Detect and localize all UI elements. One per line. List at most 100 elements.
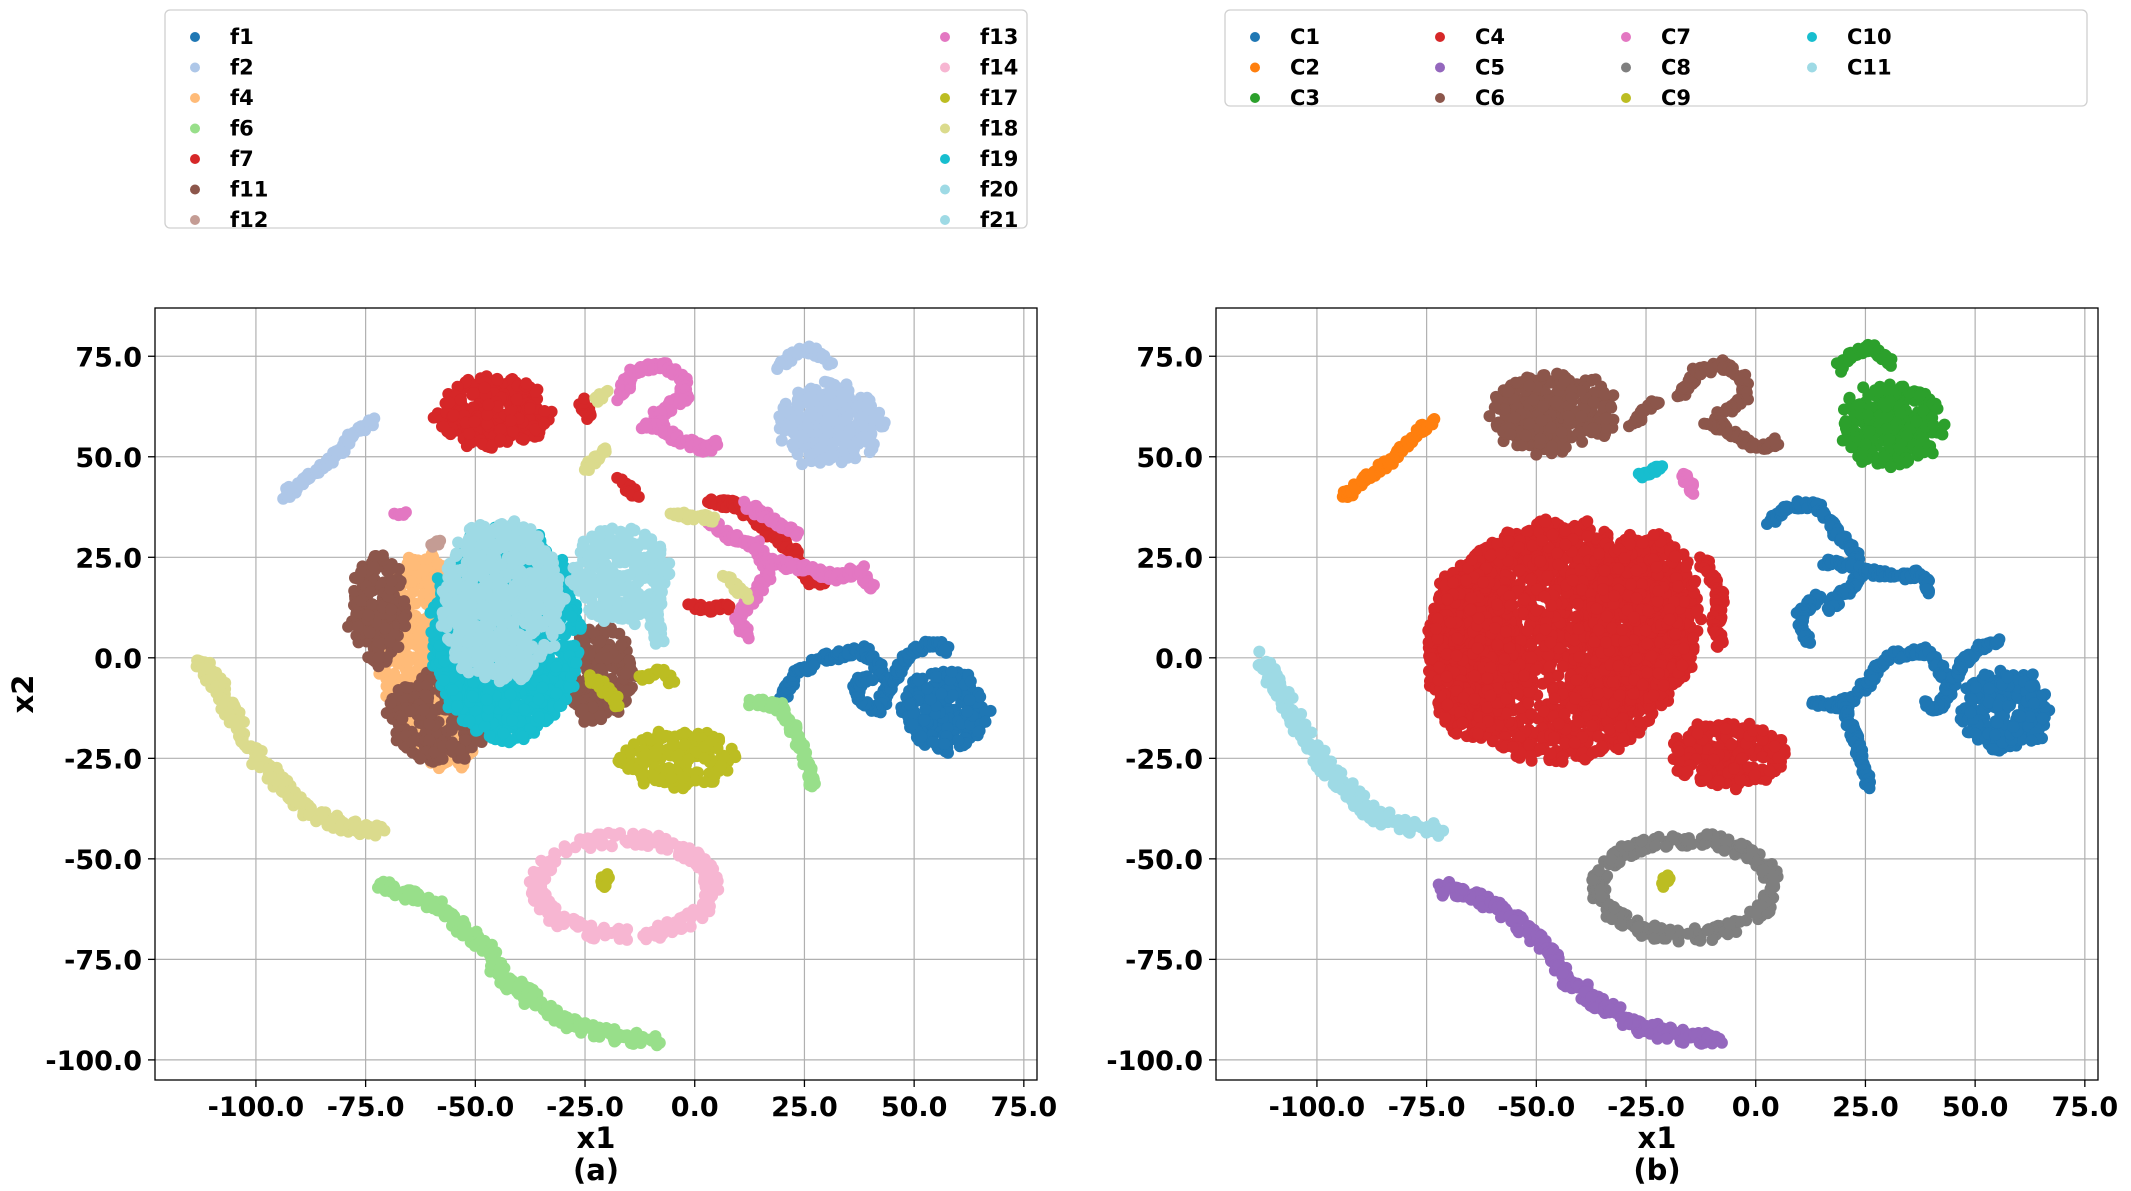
point (792, 399, 805, 412)
point (368, 412, 381, 425)
point (530, 999, 542, 1012)
point (620, 667, 632, 680)
point (607, 626, 619, 639)
point (676, 771, 689, 784)
point (399, 506, 412, 519)
point (368, 550, 381, 563)
point (826, 357, 838, 370)
point (671, 922, 684, 935)
point (406, 735, 419, 748)
point (491, 373, 504, 386)
point (463, 427, 476, 440)
point (662, 677, 675, 690)
point (775, 434, 788, 447)
point (946, 689, 959, 702)
point (915, 730, 928, 743)
point (867, 579, 880, 591)
point (667, 738, 679, 751)
point (601, 652, 614, 665)
point (355, 566, 368, 578)
point (645, 733, 657, 746)
point (972, 725, 985, 738)
series-f2-points (277, 340, 891, 505)
point (397, 612, 410, 625)
point (927, 736, 940, 749)
point (478, 381, 491, 394)
point (417, 704, 430, 717)
point (670, 751, 683, 763)
point (419, 689, 432, 702)
point (363, 626, 376, 639)
point (364, 585, 377, 598)
point (622, 685, 634, 698)
point (833, 424, 846, 437)
point (384, 697, 397, 710)
point (443, 396, 456, 409)
point (698, 776, 711, 789)
point (961, 705, 974, 718)
point (366, 598, 379, 611)
point (447, 409, 460, 422)
point (842, 389, 855, 402)
point (919, 703, 932, 716)
point (742, 592, 755, 605)
point (594, 710, 607, 723)
point (351, 620, 364, 633)
point (575, 620, 587, 633)
point (677, 782, 689, 795)
point (563, 681, 576, 694)
point (372, 651, 385, 664)
point (578, 392, 591, 405)
point (549, 847, 562, 860)
point (912, 674, 925, 687)
point (595, 924, 608, 937)
point (560, 846, 573, 859)
point (632, 490, 645, 503)
point (790, 415, 803, 428)
point (396, 712, 409, 725)
point (945, 665, 958, 678)
point (790, 529, 803, 542)
point (963, 694, 976, 706)
point (467, 387, 480, 400)
point (808, 658, 821, 671)
point (614, 751, 627, 764)
point (468, 415, 481, 428)
point (866, 674, 879, 687)
point (843, 425, 856, 438)
point (626, 833, 638, 846)
point (406, 575, 418, 588)
panel-a: -100.0 -75.0 -50.0 -25.0 0.0 25.0 50.0 75.0-100… (6, 9, 1057, 1187)
point (535, 854, 548, 867)
point (650, 1034, 663, 1047)
point (424, 606, 437, 619)
point (821, 425, 834, 438)
point (807, 393, 820, 406)
point (378, 824, 391, 837)
point (568, 916, 581, 929)
point (779, 405, 791, 418)
point (647, 769, 659, 782)
point (639, 419, 651, 432)
point (594, 662, 607, 675)
point (796, 458, 809, 471)
point (510, 393, 523, 406)
point (818, 375, 831, 388)
point (729, 751, 742, 764)
point (385, 603, 398, 616)
point (538, 405, 551, 417)
point (507, 425, 520, 438)
point (921, 682, 934, 695)
point (434, 534, 447, 547)
point (662, 762, 675, 774)
point (938, 738, 951, 750)
point (903, 698, 916, 711)
point (818, 394, 831, 407)
point (401, 681, 414, 694)
point (601, 384, 614, 397)
point (979, 715, 992, 728)
point (538, 417, 551, 430)
point (615, 639, 628, 651)
point (520, 377, 533, 390)
